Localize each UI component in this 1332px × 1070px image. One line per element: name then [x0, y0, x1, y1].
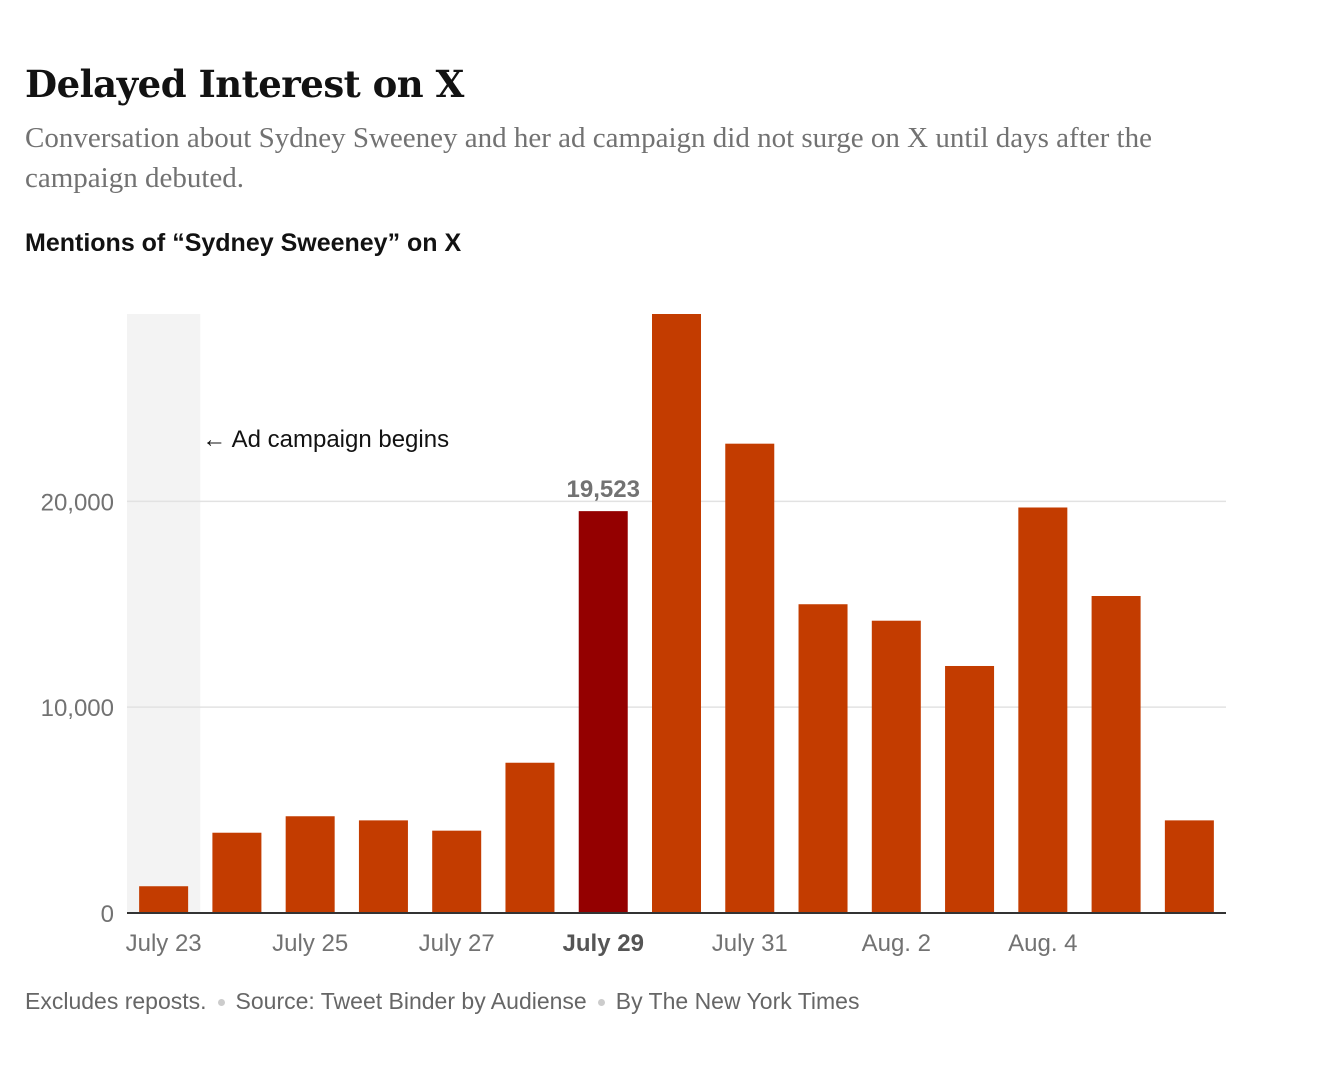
y-tick-label: 10,000: [41, 695, 114, 722]
separator-dot: [217, 999, 225, 1007]
bar: [1091, 596, 1141, 913]
highlighted-bar: [578, 511, 628, 913]
bar: [358, 820, 408, 913]
highlight-value-label: 19,523: [567, 476, 640, 503]
x-tick-label: July 27: [419, 930, 495, 957]
bar: [432, 830, 482, 913]
x-tick-label: Aug. 4: [1008, 930, 1077, 957]
y-tick-label: 0: [101, 901, 114, 928]
footer-source: Source: Tweet Binder by Audiense: [235, 988, 587, 1014]
bar: [1018, 507, 1068, 913]
bar: [725, 443, 775, 913]
y-tick-label: 20,000: [41, 489, 114, 516]
bar: [139, 886, 189, 913]
bar: [652, 314, 701, 913]
footer-note: Excludes reposts.: [25, 988, 207, 1014]
campaign-start-band: [127, 314, 201, 913]
x-tick-label: July 31: [712, 930, 788, 957]
bar: [1164, 820, 1214, 913]
x-tick-label: July 29: [563, 930, 644, 957]
x-tick-label: July 23: [126, 930, 202, 957]
campaign-annotation: ← Ad campaign begins: [202, 426, 449, 453]
bar: [798, 604, 848, 913]
bar: [871, 620, 921, 913]
chart-subtitle: Conversation about Sydney Sweeney and he…: [25, 122, 1152, 194]
chart-title: Mentions of “Sydney Sweeney” on X: [25, 229, 462, 257]
bar: [505, 762, 555, 913]
bar: [285, 816, 335, 913]
x-tick-label: Aug. 2: [862, 930, 931, 957]
footer-credit: By The New York Times: [615, 988, 860, 1014]
bar-chart: 0 10,000 20,000 19,523 July 23 July 25 July 27…: [41, 314, 1226, 957]
separator-dot: [597, 999, 605, 1007]
bar: [945, 665, 995, 913]
x-tick-label: July 25: [272, 930, 348, 957]
chart-footer: Excludes reposts. Source: Tweet Binder by…: [25, 988, 859, 1015]
chart-headline: Delayed Interest on X: [25, 62, 464, 106]
bar: [212, 832, 262, 913]
